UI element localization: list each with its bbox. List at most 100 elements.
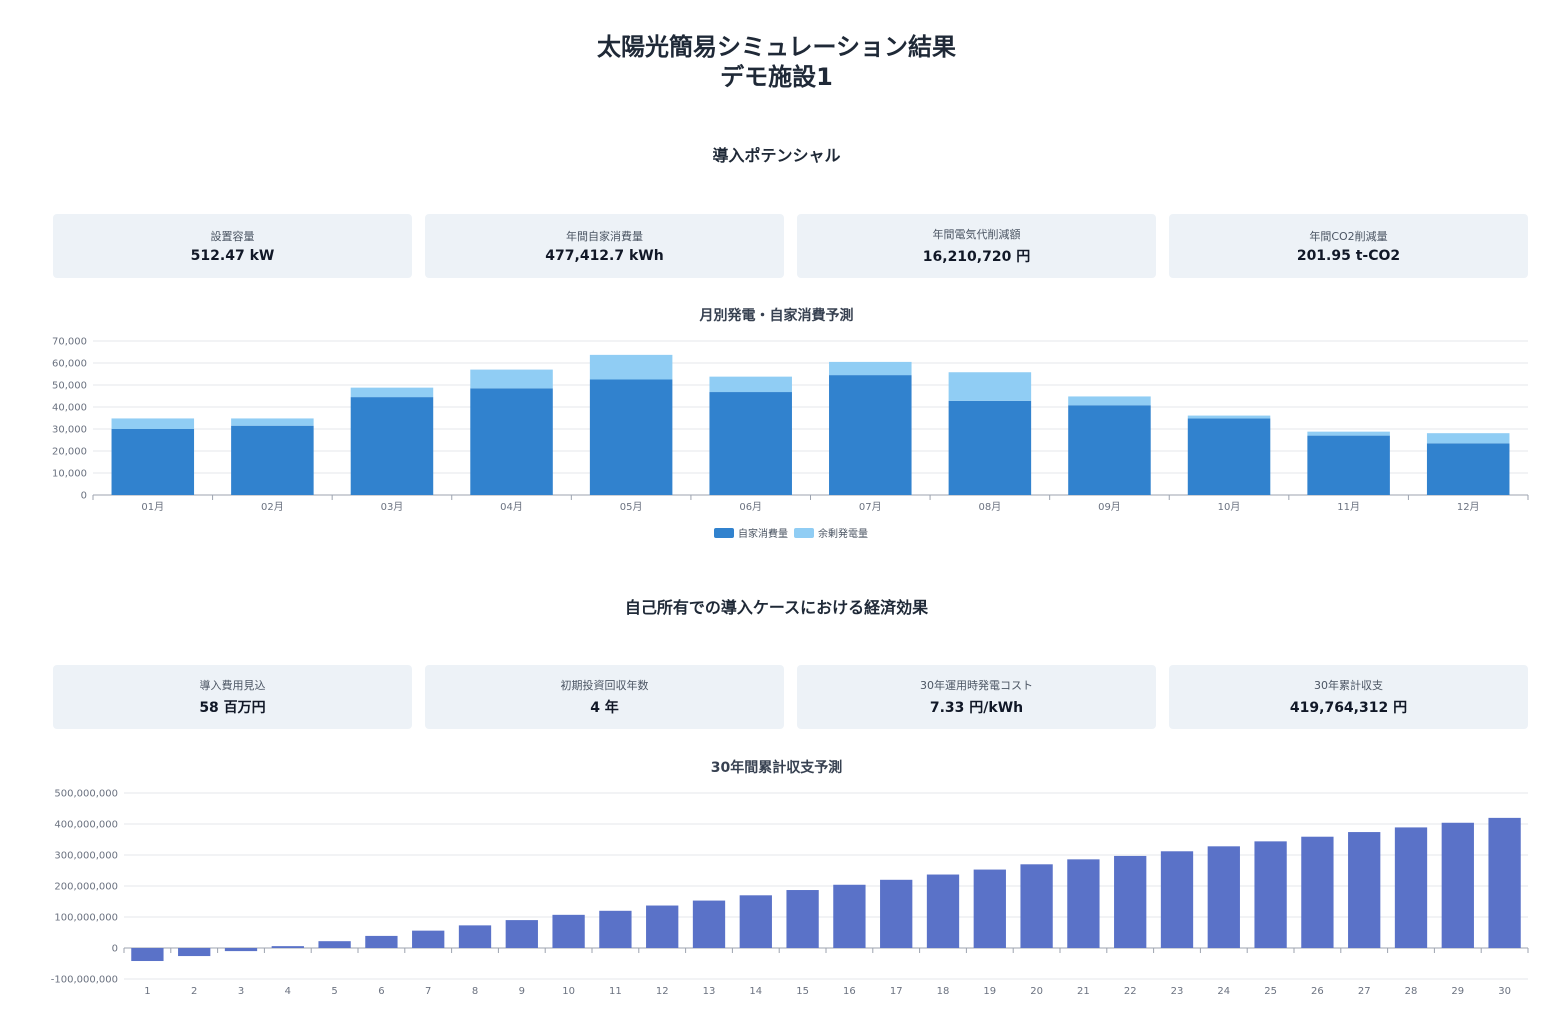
self-consumption-card: 年間自家消費量 477,412.7 kWh	[425, 214, 784, 278]
x-tick-label: 07月	[859, 501, 882, 513]
x-tick-label: 29	[1451, 986, 1464, 997]
economics-cards: 導入費用見込 58 百万円 初期投資回収年数 4 年 30年運用時発電コスト 7…	[53, 665, 1528, 729]
x-tick-label: 17	[890, 986, 903, 997]
self-consumption-bar	[948, 400, 1032, 495]
self-consumption-bar	[1187, 418, 1271, 495]
year-balance-bar	[505, 920, 538, 948]
y-tick-label: 50,000	[52, 381, 87, 392]
x-tick-label: 15	[796, 986, 809, 997]
x-tick-label: 19	[983, 986, 996, 997]
co2-reduction-card: 年間CO2削減量 201.95 t-CO2	[1169, 214, 1528, 278]
x-tick-label: 20	[1030, 986, 1043, 997]
x-tick-label: 2	[191, 986, 197, 997]
year-balance-bar	[131, 948, 164, 962]
surplus-bar	[1307, 431, 1390, 436]
capacity-card: 設置容量 512.47 kW	[53, 214, 412, 278]
year-balance-bar	[1441, 822, 1474, 948]
year-balance-bar	[318, 941, 351, 948]
electricity-savings-card: 年間電気代削減額 16,210,720 円	[797, 214, 1156, 278]
year-balance-bar	[973, 869, 1006, 948]
surplus-bar	[709, 376, 792, 393]
x-tick-label: 18	[937, 986, 950, 997]
card-label: 年間自家消費量	[566, 230, 643, 243]
self-consumption-bar	[111, 429, 195, 495]
year-balance-bar	[786, 890, 819, 948]
self-consumption-bar	[589, 379, 673, 495]
x-tick-label: 30	[1498, 986, 1511, 997]
x-tick-label: 27	[1358, 986, 1371, 997]
card-label: 設置容量	[210, 230, 255, 243]
year-balance-bar	[458, 925, 492, 948]
x-tick-label: 22	[1124, 986, 1137, 997]
surplus-bar	[350, 387, 434, 398]
year-balance-bar	[599, 910, 632, 948]
card-value: 7.33 円/kWh	[929, 700, 1024, 716]
surplus-bar	[470, 369, 553, 389]
x-tick-label: 3	[238, 986, 244, 997]
y-tick-label: 300,000,000	[54, 851, 118, 862]
surplus-bar	[1426, 433, 1510, 444]
cumulative-balance-card: 30年累計収支 419,764,312 円	[1169, 665, 1528, 729]
y-tick-label: 10,000	[52, 469, 87, 480]
self-consumption-bar	[1426, 443, 1510, 495]
year-balance-bar	[365, 935, 398, 948]
x-tick-label: 13	[703, 986, 716, 997]
y-tick-label: 20,000	[52, 447, 87, 458]
payback-years-card: 初期投資回収年数 4 年	[425, 665, 784, 729]
card-label: 年間CO2削減量	[1309, 230, 1388, 243]
potential-cards: 設置容量 512.47 kW 年間自家消費量 477,412.7 kWh 年間電…	[53, 214, 1528, 278]
x-tick-label: 10月	[1218, 501, 1241, 513]
year-balance-bar	[1488, 817, 1521, 948]
x-tick-label: 25	[1264, 986, 1277, 997]
year-balance-bar	[224, 948, 258, 952]
surplus-bar	[231, 418, 314, 426]
year-balance-bar	[1114, 855, 1147, 948]
card-label: 30年累計収支	[1314, 679, 1383, 692]
x-tick-label: 26	[1311, 986, 1324, 997]
x-tick-label: 11	[609, 986, 622, 997]
legend-swatch	[794, 528, 814, 538]
year-balance-bar	[880, 879, 913, 948]
legend-label: 余剰発電量	[818, 527, 868, 540]
x-tick-label: 14	[749, 986, 762, 997]
facility-name: デモ施設1	[720, 63, 833, 91]
y-tick-label: -100,000,000	[51, 975, 118, 986]
year-balance-bar	[1394, 827, 1428, 948]
y-tick-label: 500,000,000	[54, 789, 118, 800]
card-label: 30年運用時発電コスト	[920, 679, 1033, 692]
x-tick-label: 4	[285, 986, 291, 997]
card-label: 年間電気代削減額	[932, 228, 1021, 241]
self-consumption-bar	[1307, 435, 1390, 495]
x-tick-label: 06月	[739, 501, 762, 513]
y-tick-label: 0	[81, 491, 87, 502]
x-tick-label: 9	[519, 986, 525, 997]
year-balance-bar	[1254, 841, 1287, 948]
potential-section-title: 導入ポテンシャル	[712, 146, 841, 165]
surplus-bar	[829, 361, 912, 376]
x-tick-label: 28	[1405, 986, 1418, 997]
y-tick-label: 40,000	[52, 403, 87, 414]
y-tick-label: 400,000,000	[54, 820, 118, 831]
year-balance-bar	[692, 900, 726, 948]
x-tick-label: 5	[331, 986, 337, 997]
x-tick-label: 03月	[381, 501, 404, 513]
surplus-bar	[1068, 396, 1151, 406]
year-balance-bar	[412, 930, 445, 948]
card-label: 導入費用見込	[199, 679, 266, 692]
x-tick-label: 02月	[261, 501, 284, 513]
y-tick-label: 100,000,000	[54, 913, 118, 924]
card-value: 419,764,312 円	[1289, 700, 1408, 716]
self-consumption-bar	[231, 425, 314, 495]
x-tick-label: 10	[562, 986, 575, 997]
card-value: 201.95 t-CO2	[1296, 248, 1401, 264]
x-tick-label: 04月	[500, 501, 523, 513]
surplus-bar	[111, 418, 195, 429]
x-tick-label: 24	[1217, 986, 1230, 997]
x-tick-label: 08月	[979, 501, 1002, 513]
x-tick-label: 01月	[141, 501, 164, 513]
x-tick-label: 12	[656, 986, 669, 997]
self-consumption-bar	[709, 392, 792, 495]
self-consumption-bar	[829, 375, 912, 495]
surplus-bar	[1187, 415, 1271, 419]
y-tick-label: 70,000	[52, 337, 87, 348]
